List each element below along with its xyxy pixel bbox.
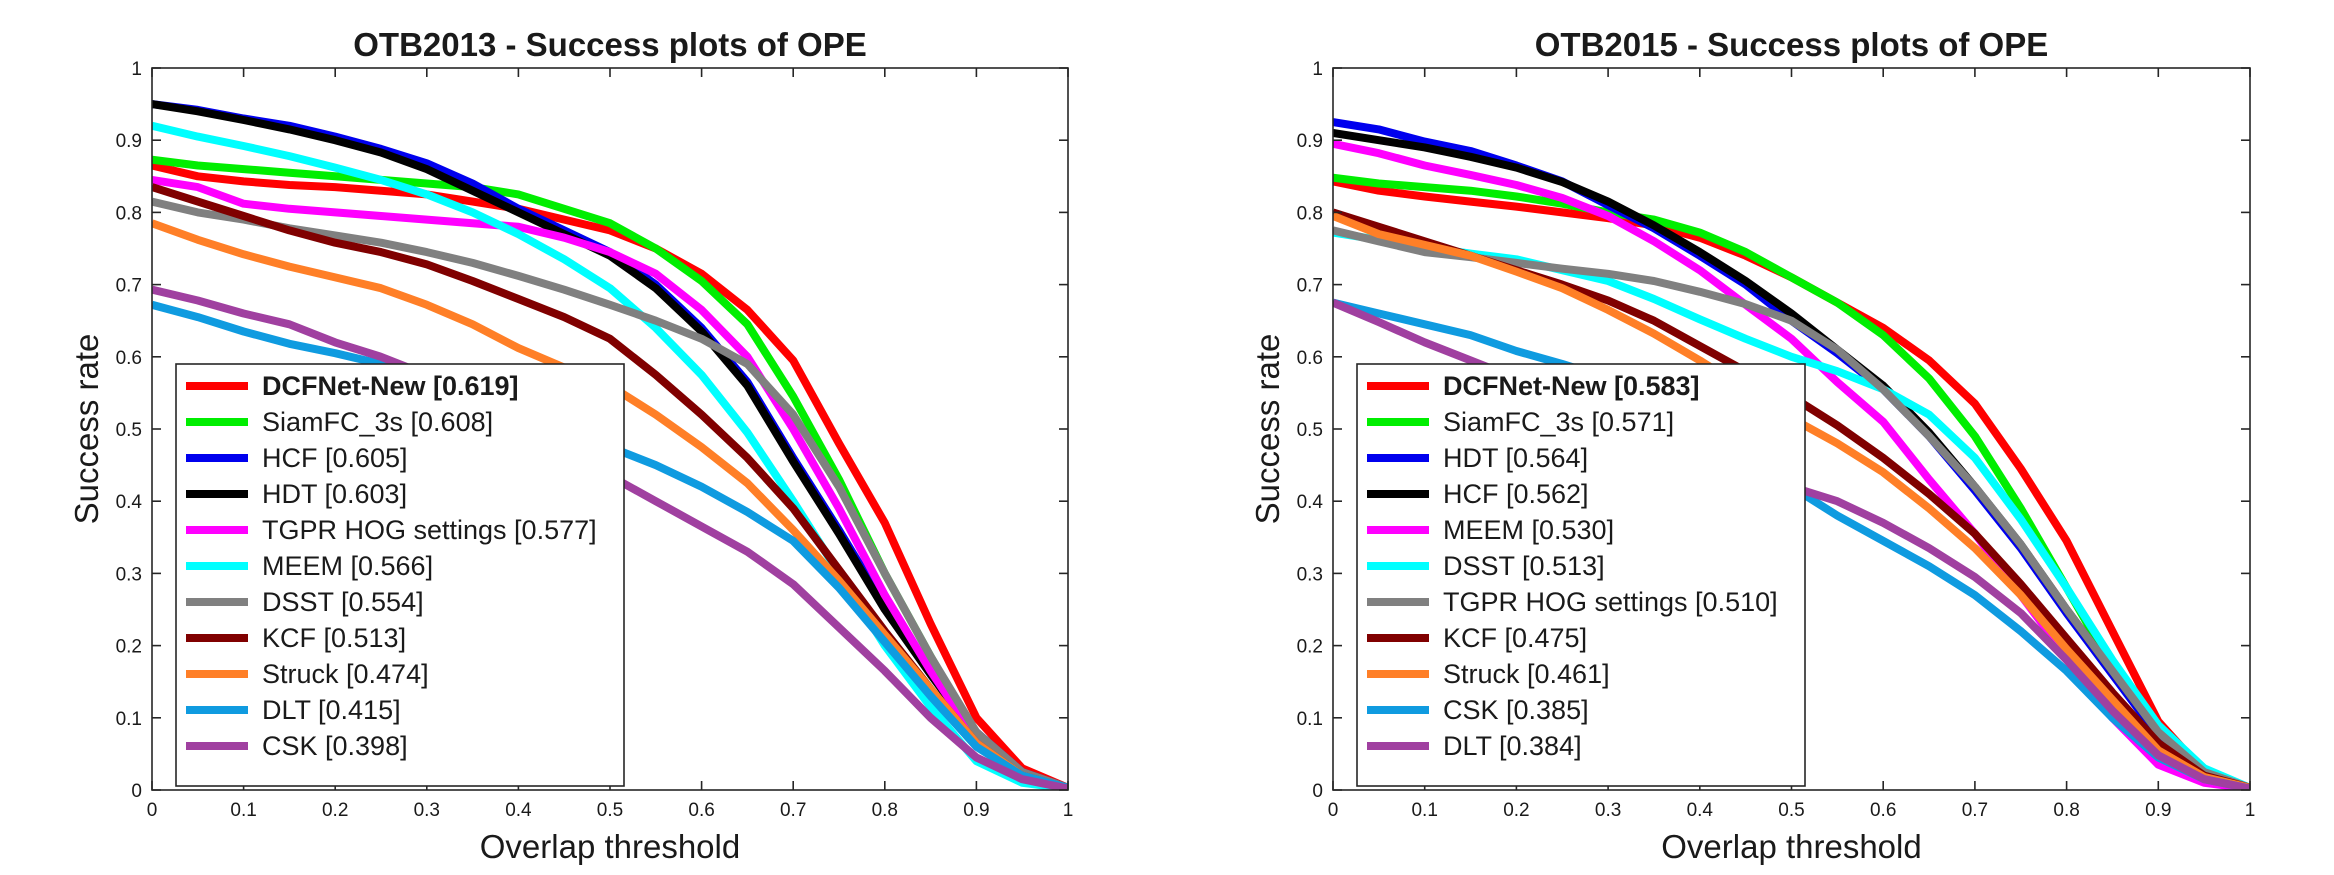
legend-entry-dsst: DSST [0.554] bbox=[262, 587, 424, 617]
x-tick-label: 0.1 bbox=[1411, 800, 1437, 821]
y-axis-label: Success rate bbox=[68, 334, 105, 525]
legend-box bbox=[175, 363, 625, 787]
legend-entry-dlt: DLT [0.415] bbox=[262, 695, 401, 725]
x-tick-label: 1 bbox=[2245, 800, 2256, 821]
legend-entry-struck: Struck [0.461] bbox=[1443, 659, 1610, 689]
legend-entry-siamfc-3s: SiamFC_3s [0.571] bbox=[1443, 407, 1674, 437]
y-tick-label: 0.3 bbox=[1297, 564, 1323, 585]
series-line-dcfnet-new bbox=[152, 161, 1068, 790]
x-axis-label: Overlap threshold bbox=[480, 828, 740, 865]
y-tick-label: 0.1 bbox=[116, 709, 142, 730]
y-axis-label: Success rate bbox=[1249, 334, 1286, 525]
legend-entry-hcf: HCF [0.605] bbox=[262, 443, 408, 473]
chart-otb2015: 0 0.1 0.2 0.3 0.4 0.5 0.6 0.7 0.8 0.9 1 0 0.1 0.2 0.3 0… bbox=[1249, 26, 2255, 865]
x-tick-label: 0.3 bbox=[1595, 800, 1621, 821]
legend-entry-kcf: KCF [0.475] bbox=[1443, 623, 1587, 653]
legend-entry-dlt: DLT [0.384] bbox=[1443, 731, 1582, 761]
legend-entry-csk: CSK [0.385] bbox=[1443, 695, 1589, 725]
chart-title: OTB2013 - Success plots of OPE bbox=[353, 26, 867, 63]
x-tick-label: 0 bbox=[1328, 800, 1339, 821]
chart-title: OTB2015 - Success plots of OPE bbox=[1535, 26, 2049, 63]
x-tick-label: 0.1 bbox=[230, 800, 256, 821]
x-tick-label: 0.3 bbox=[414, 800, 440, 821]
y-tick-label: 0.5 bbox=[1297, 420, 1323, 441]
legend-entry-kcf: KCF [0.513] bbox=[262, 623, 406, 653]
x-tick-label: 0.6 bbox=[1870, 800, 1896, 821]
y-tick-label: 0.3 bbox=[116, 564, 142, 585]
legend-entry-tgpr-hog-settings: TGPR HOG settings [0.510] bbox=[1443, 587, 1778, 617]
y-tick-label: 0.7 bbox=[116, 276, 142, 297]
y-tick-label: 0.2 bbox=[116, 637, 142, 658]
y-tick-label: 1 bbox=[131, 59, 142, 80]
x-tick-label: 1 bbox=[1063, 800, 1074, 821]
x-tick-label: 0.8 bbox=[2053, 800, 2079, 821]
y-tick-label: 0 bbox=[1312, 781, 1323, 802]
y-tick-label: 0.4 bbox=[116, 492, 143, 513]
chart-otb2013: 0 0.1 0.2 0.3 0.4 0.5 0.6 0.7 0.8 0.9 1 0 0.1 0.2 0.3 0… bbox=[68, 26, 1073, 865]
legend-entry-dcfnet-new: DCFNet-New [0.619] bbox=[262, 371, 519, 401]
x-tick-label: 0.9 bbox=[963, 800, 989, 821]
y-tick-label: 0.6 bbox=[1297, 348, 1323, 369]
x-tick-label: 0.6 bbox=[688, 800, 714, 821]
y-tick-label: 0.2 bbox=[1297, 637, 1323, 658]
x-tick-label: 0.5 bbox=[597, 800, 623, 821]
y-tick-label: 1 bbox=[1312, 59, 1323, 80]
x-axis-label: Overlap threshold bbox=[1661, 828, 1921, 865]
legend-entry-hcf: HCF [0.562] bbox=[1443, 479, 1589, 509]
x-tick-label: 0.4 bbox=[1687, 800, 1714, 821]
y-tick-label: 0.9 bbox=[1297, 131, 1323, 152]
y-tick-label: 0.4 bbox=[1297, 492, 1324, 513]
legend-entry-siamfc-3s: SiamFC_3s [0.608] bbox=[262, 407, 493, 437]
legend-entry-meem: MEEM [0.530] bbox=[1443, 515, 1614, 545]
x-tick-label: 0.7 bbox=[780, 800, 806, 821]
x-tick-label: 0.7 bbox=[1962, 800, 1988, 821]
series-line-tgpr-hog-settings bbox=[152, 175, 1068, 790]
legend: DCFNet-New [0.619] SiamFC_3s [0.608] HCF [… bbox=[175, 363, 625, 787]
legend-entry-hdt: HDT [0.564] bbox=[1443, 443, 1588, 473]
legend-entry-struck: Struck [0.474] bbox=[262, 659, 429, 689]
x-tick-label: 0.2 bbox=[322, 800, 348, 821]
y-tick-label: 0.9 bbox=[116, 131, 142, 152]
x-tick-label: 0.4 bbox=[505, 800, 532, 821]
x-tick-label: 0 bbox=[147, 800, 158, 821]
legend-entry-tgpr-hog-settings: TGPR HOG settings [0.577] bbox=[262, 515, 597, 545]
series-line-meem bbox=[152, 121, 1068, 790]
x-tick-label: 0.2 bbox=[1503, 800, 1529, 821]
x-tick-label: 0.5 bbox=[1778, 800, 1804, 821]
legend: DCFNet-New [0.583] SiamFC_3s [0.571] HDT [… bbox=[1356, 363, 1806, 787]
legend-entry-csk: CSK [0.398] bbox=[262, 731, 408, 761]
legend-entry-hdt: HDT [0.603] bbox=[262, 479, 407, 509]
legend-entry-meem: MEEM [0.566] bbox=[262, 551, 433, 581]
y-tick-label: 0.5 bbox=[116, 420, 142, 441]
x-tick-label: 0.9 bbox=[2145, 800, 2171, 821]
legend-box bbox=[1356, 363, 1806, 787]
y-tick-label: 0 bbox=[131, 781, 142, 802]
y-tick-label: 0.7 bbox=[1297, 276, 1323, 297]
legend-entry-dcfnet-new: DCFNet-New [0.583] bbox=[1443, 371, 1700, 401]
y-tick-label: 0.6 bbox=[116, 348, 142, 369]
legend-entry-dsst: DSST [0.513] bbox=[1443, 551, 1605, 581]
y-tick-label: 0.1 bbox=[1297, 709, 1323, 730]
x-tick-label: 0.8 bbox=[872, 800, 898, 821]
y-tick-label: 0.8 bbox=[1297, 203, 1323, 224]
y-tick-label: 0.8 bbox=[116, 203, 142, 224]
